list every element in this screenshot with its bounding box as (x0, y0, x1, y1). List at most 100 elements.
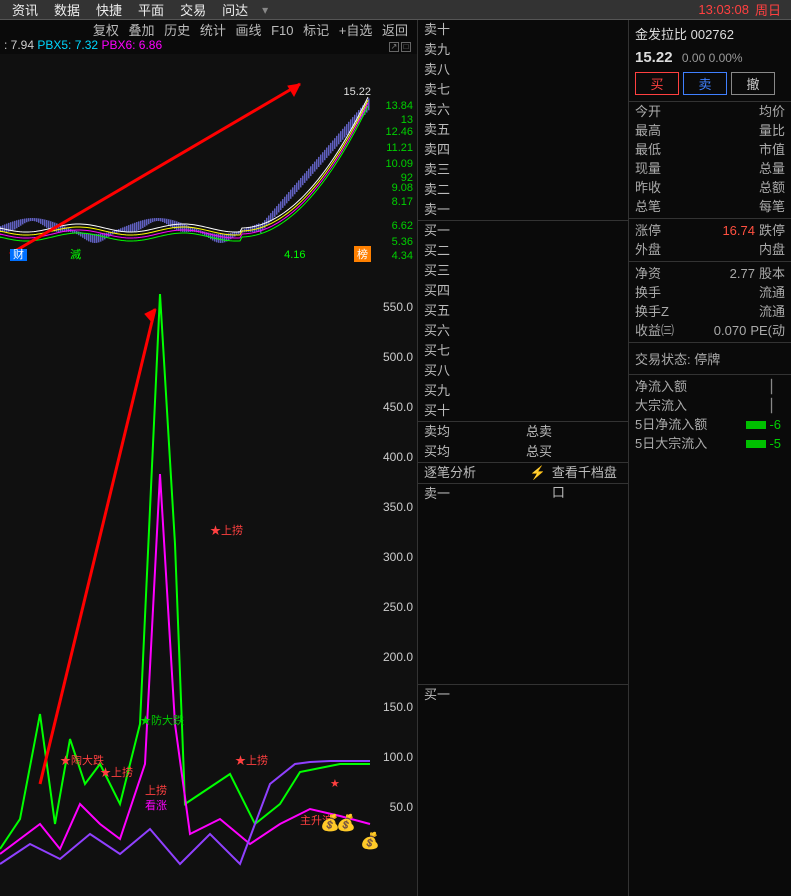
quote-row: 最高量比 (629, 121, 791, 140)
tool-item[interactable]: +自选 (336, 23, 376, 38)
flow-row: 净流入额▏ (629, 377, 791, 396)
quote-row: 现量总量 (629, 159, 791, 178)
menu-item[interactable]: 平面 (130, 0, 172, 19)
ask-row[interactable]: 卖一 (418, 200, 628, 220)
yaxis-tick: 150.0 (383, 700, 413, 714)
svg-text:★上捞: ★上捞 (100, 766, 133, 779)
ask-row[interactable]: 卖八 (418, 60, 628, 80)
menu-item[interactable]: 交易 (172, 0, 214, 19)
ask-row[interactable]: 卖七 (418, 80, 628, 100)
yaxis-tick: 300.0 (383, 550, 413, 564)
ask-row[interactable]: 卖四 (418, 140, 628, 160)
summary-row: 卖均总卖 (418, 422, 628, 442)
ask-row[interactable]: 卖二 (418, 180, 628, 200)
bid-row[interactable]: 买二 (418, 241, 628, 261)
analysis-row[interactable]: 逐笔分析⚡查看千档盘口 (418, 463, 628, 483)
ask-row[interactable]: 卖九 (418, 40, 628, 60)
bid-row[interactable]: 买八 (418, 361, 628, 381)
maximize-icon[interactable]: □ (401, 42, 411, 52)
clock-time: 13:03:08 (698, 2, 755, 17)
chart-toolbar: 复权 叠加 历史 统计 画线 F10 标记 +自选 返回 (0, 20, 417, 38)
bid-row[interactable]: 买一 (418, 221, 628, 241)
bid-row[interactable]: 买九 (418, 381, 628, 401)
svg-text:上捞: 上捞 (145, 784, 167, 797)
quote-panel: 金发拉比 002762 15.22 0.00 0.00% 买 卖 撤 今开均价最… (629, 20, 791, 896)
svg-text:★上捞: ★上捞 (210, 524, 243, 537)
bid-row[interactable]: 买三 (418, 261, 628, 281)
quote-row: 今开均价 (629, 102, 791, 121)
svg-text:★上捞: ★上捞 (235, 754, 268, 767)
tool-item[interactable]: 返回 (379, 23, 411, 38)
quote-row: 外盘内盘 (629, 240, 791, 259)
svg-text:看涨: 看涨 (145, 798, 167, 812)
tool-item[interactable]: 标记 (300, 23, 332, 38)
yaxis-tick: 5.36 (392, 236, 413, 248)
quote-row: 收益㈢0.070PE(动 (629, 321, 791, 340)
price-chart[interactable]: 15.22 13.841312.4611.2110.09929.088.176.… (0, 54, 417, 264)
clock-day: 周日 (755, 0, 787, 19)
tool-item[interactable]: 复权 (90, 23, 122, 38)
svg-text:★陶大跌: ★陶大跌 (60, 753, 104, 767)
cancel-button[interactable]: 撤 (731, 72, 775, 95)
stock-price: 15.22 (635, 49, 673, 66)
yaxis-tick: 450.0 (383, 400, 413, 414)
menu-item[interactable]: 资讯 (4, 0, 46, 19)
bid-row[interactable]: 买七 (418, 341, 628, 361)
price-yaxis: 13.841312.4611.2110.09929.088.176.625.36… (373, 54, 413, 264)
badge-mie: 滅 (70, 249, 81, 261)
ask-row[interactable]: 卖六 (418, 100, 628, 120)
yaxis-tick: 400.0 (383, 450, 413, 464)
quote-row: 最低市值 (629, 140, 791, 159)
yaxis-tick: 500.0 (383, 350, 413, 364)
menu-bar: 资讯 数据 快捷 平面 交易 问达 ▾ 13:03:08 周日 (0, 0, 791, 20)
tool-item[interactable]: 统计 (197, 23, 229, 38)
bid-row[interactable]: 买十 (418, 401, 628, 421)
arrow-icon[interactable]: ↗ (389, 42, 399, 52)
yaxis-tick: 11.21 (386, 142, 413, 154)
buy-button[interactable]: 买 (635, 72, 679, 95)
order-book-panel: 卖十卖九卖八卖七卖六卖五卖四卖三卖二卖一买一买二买三买四买五买六买七买八买九买十… (418, 20, 629, 896)
quote-row: 昨收总额 (629, 178, 791, 197)
svg-text:★防大跌: ★防大跌 (140, 713, 184, 727)
yaxis-tick: 10.09 (385, 158, 413, 170)
yaxis-tick: 350.0 (383, 500, 413, 514)
stock-change: 0.00 0.00% (676, 51, 743, 65)
ask-row[interactable]: 卖五 (418, 120, 628, 140)
ask-row[interactable]: 卖十 (418, 20, 628, 40)
bid-row[interactable]: 买六 (418, 321, 628, 341)
ask-row[interactable]: 卖三 (418, 160, 628, 180)
flow-row: 5日净流入额 -6 (629, 415, 791, 434)
stock-name: 金发拉比 002762 (635, 27, 734, 42)
svg-text:★: ★ (330, 778, 340, 790)
yaxis-tick: 13 (401, 114, 413, 126)
yaxis-tick: 200.0 (383, 650, 413, 664)
badge-bang[interactable]: 榜 (354, 246, 371, 262)
buy1-row: 买一 (418, 685, 628, 705)
yaxis-tick: 9.08 (392, 182, 413, 194)
badge-num: 4.16 (284, 249, 305, 261)
bid-row[interactable]: 买四 (418, 281, 628, 301)
tool-item[interactable]: 画线 (232, 23, 264, 38)
indicator-bar: : 7.94 PBX5: 7.32 PBX6: 6.86 .93亿 服饰 ↗□ (0, 38, 417, 54)
quote-row: 换手流通 (629, 283, 791, 302)
yaxis-tick: 8.17 (392, 196, 413, 208)
tool-item[interactable]: 叠加 (126, 23, 158, 38)
quote-row: 涨停16.74跌停 (629, 221, 791, 240)
menu-item[interactable]: 快捷 (88, 0, 130, 19)
yaxis-tick: 4.34 (392, 250, 413, 262)
tool-item[interactable]: 历史 (161, 23, 193, 38)
menu-item[interactable]: 问达 (214, 0, 256, 19)
quote-row: 总笔每笔 (629, 197, 791, 216)
trade-status: 交易状态: 停牌 (629, 345, 791, 372)
sell-button[interactable]: 卖 (683, 72, 727, 95)
yaxis-tick: 50.0 (390, 800, 413, 814)
bid-row[interactable]: 买五 (418, 301, 628, 321)
flow-row: 5日大宗流入 -5 (629, 434, 791, 453)
tool-item[interactable]: F10 (268, 23, 296, 38)
quote-row: 净资2.77股本 (629, 264, 791, 283)
badge-cai[interactable]: 财 (10, 249, 27, 261)
menu-item[interactable]: 数据 (46, 0, 88, 19)
indicator-chart[interactable]: ★陶大跌★上捞★防大跌上捞看涨★上捞★上捞主升浪★💰💰💰 550.0500.04… (0, 264, 417, 896)
summary-row: 买均总买 (418, 442, 628, 462)
sell1-row: 卖一 (418, 484, 628, 504)
